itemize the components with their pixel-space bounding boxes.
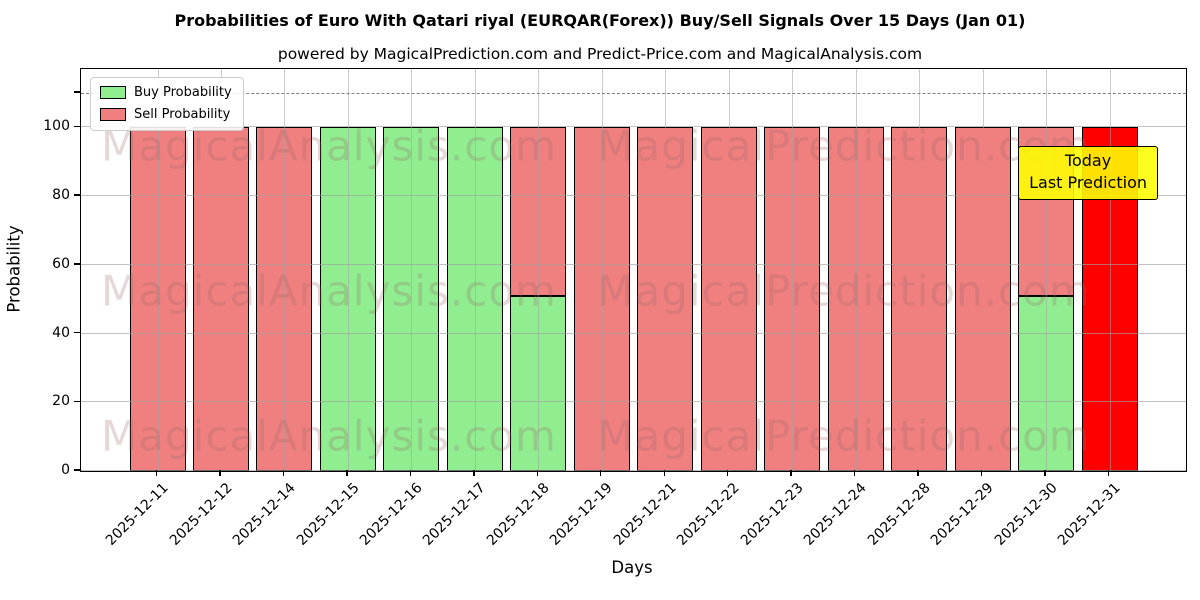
v-gridline xyxy=(347,69,349,471)
legend-swatch xyxy=(100,108,126,121)
y-tick-mark-100 xyxy=(74,125,80,128)
h-gridline-60 xyxy=(81,263,1186,265)
v-gridline xyxy=(982,69,984,471)
x-axis-label: Days xyxy=(611,558,653,577)
legend-label: Sell Probability xyxy=(134,107,231,122)
x-tick-label: 2025-12-29 xyxy=(928,480,997,549)
x-tick-mark xyxy=(1107,470,1110,476)
legend-swatch xyxy=(100,86,126,99)
x-tick-label: 2025-12-17 xyxy=(420,480,490,549)
v-gridline xyxy=(284,69,286,471)
v-gridline xyxy=(1046,69,1048,471)
v-gridline xyxy=(792,69,794,471)
y-tick-mark-60 xyxy=(74,263,80,265)
x-tick-label: 2025-12-12 xyxy=(166,480,236,549)
v-gridline xyxy=(728,69,730,471)
x-tick-mark xyxy=(917,470,919,476)
watermark-layer: MagicalAnalysis.com MagicalPrediction.com… xyxy=(81,69,1186,471)
h-gridline-20 xyxy=(81,401,1186,403)
watermark-left: MagicalAnalysis.com xyxy=(101,411,557,461)
y-tick-mark-80 xyxy=(74,194,80,196)
v-gridline xyxy=(538,69,540,471)
h-gridline-40 xyxy=(81,332,1186,334)
y-tick-label-20: 20 xyxy=(52,393,70,410)
watermark-right: MagicalPrediction.com xyxy=(597,121,1091,171)
x-tick-label: 2025-12-22 xyxy=(674,480,744,549)
h-gridline-0 xyxy=(81,470,1186,471)
x-tick-mark xyxy=(219,470,221,476)
x-tick-label: 2025-12-31 xyxy=(1054,480,1124,549)
y-tick-mark-40 xyxy=(74,331,80,334)
v-gridline xyxy=(1109,69,1111,471)
x-tick-mark xyxy=(536,470,538,476)
legend: Buy Probability Sell Probability xyxy=(90,77,244,131)
y-tick-label-100: 100 xyxy=(43,118,70,135)
v-gridline xyxy=(919,69,921,471)
legend-label: Buy Probability xyxy=(134,85,232,100)
x-tick-mark xyxy=(853,470,856,476)
y-tick-label-80: 80 xyxy=(52,187,70,204)
h-gridline-100 xyxy=(81,126,1186,128)
v-gridline xyxy=(220,69,222,471)
y-tick-mark-110 xyxy=(74,91,80,93)
chart-title: Probabilities of Euro With Qatari riyal … xyxy=(174,11,1026,30)
legend-item: Sell Probability xyxy=(100,107,232,122)
x-tick-label: 2025-12-28 xyxy=(864,480,934,549)
x-tick-label: 2025-12-19 xyxy=(547,480,617,549)
y-axis-label: Probability xyxy=(4,225,24,313)
x-tick-mark xyxy=(600,470,602,476)
y-tick-label-40: 40 xyxy=(52,324,70,341)
x-tick-label: 2025-12-18 xyxy=(483,480,553,549)
x-tick-label: 2025-12-24 xyxy=(801,480,870,549)
x-tick-mark xyxy=(409,470,412,476)
today-annotation: Today Last Prediction xyxy=(1018,146,1158,200)
x-tick-mark xyxy=(346,470,348,476)
legend-item: Buy Probability xyxy=(100,85,232,100)
x-tick-mark xyxy=(790,470,792,476)
y-tick-mark-0 xyxy=(74,469,80,471)
v-gridline xyxy=(411,69,413,471)
watermark-right: MagicalPrediction.com xyxy=(597,411,1091,461)
threshold-dashed-line xyxy=(81,93,1186,95)
x-tick-label: 2025-12-15 xyxy=(293,480,363,549)
x-tick-mark xyxy=(727,470,729,476)
v-gridline xyxy=(665,69,667,471)
y-tick-mark-20 xyxy=(74,400,80,402)
today-annotation-line2: Last Prediction xyxy=(1029,173,1147,193)
x-tick-label: 2025-12-11 xyxy=(102,480,172,549)
x-tick-mark xyxy=(663,470,665,476)
v-gridline xyxy=(855,69,857,471)
v-gridline xyxy=(474,69,476,471)
x-tick-label: 2025-12-14 xyxy=(229,480,299,549)
chart-subtitle: powered by MagicalPrediction.com and Pre… xyxy=(277,45,923,63)
watermark-right: MagicalPrediction.com xyxy=(597,266,1091,316)
v-gridline xyxy=(157,69,159,471)
x-tick-label: 2025-12-30 xyxy=(991,480,1061,549)
x-tick-mark xyxy=(1044,470,1046,476)
x-tick-mark xyxy=(282,470,285,476)
y-tick-label-0: 0 xyxy=(61,462,70,478)
x-tick-label: 2025-12-16 xyxy=(356,480,426,549)
grid-layer xyxy=(81,69,1186,471)
y-tick-label-60: 60 xyxy=(52,255,70,272)
watermark-left: MagicalAnalysis.com xyxy=(101,266,557,316)
v-gridline xyxy=(601,69,603,471)
x-tick-mark xyxy=(980,470,983,476)
today-annotation-line1: Today xyxy=(1064,151,1112,170)
x-tick-mark xyxy=(155,470,158,476)
x-tick-label: 2025-12-23 xyxy=(737,480,807,549)
x-tick-mark xyxy=(473,470,475,476)
x-tick-label: 2025-12-21 xyxy=(610,480,680,549)
plot-area: MagicalAnalysis.com MagicalPrediction.com… xyxy=(80,68,1187,472)
h-gridline-80 xyxy=(81,195,1186,197)
